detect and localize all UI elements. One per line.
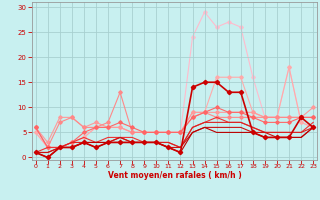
X-axis label: Vent moyen/en rafales ( km/h ): Vent moyen/en rafales ( km/h ) xyxy=(108,171,241,180)
